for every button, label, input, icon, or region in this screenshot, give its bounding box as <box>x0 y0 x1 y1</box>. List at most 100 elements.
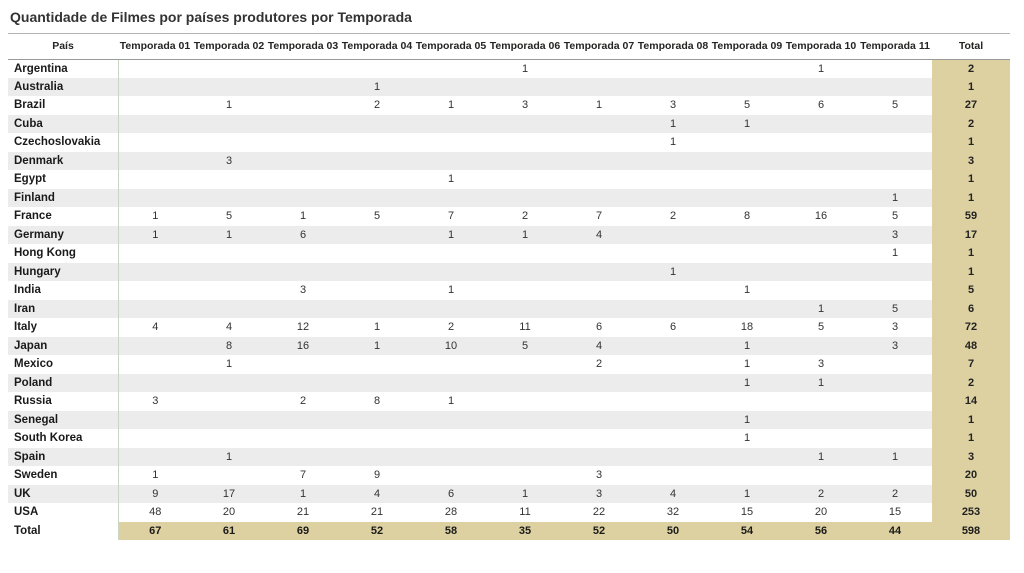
cell[interactable] <box>414 133 488 152</box>
cell[interactable]: 50 <box>636 521 710 540</box>
cell-total[interactable]: 27 <box>932 96 1010 115</box>
cell[interactable]: 1 <box>858 447 932 466</box>
table-row-india[interactable]: India 3 1 1 5 <box>8 281 1010 300</box>
column-header-temporada-08[interactable]: Temporada 08 <box>636 34 710 60</box>
cell[interactable] <box>266 151 340 170</box>
cell[interactable] <box>266 114 340 133</box>
column-header-temporada-07[interactable]: Temporada 07 <box>562 34 636 60</box>
cell[interactable] <box>636 410 710 429</box>
cell[interactable] <box>488 281 562 300</box>
column-header-temporada-03[interactable]: Temporada 03 <box>266 34 340 60</box>
cell-total[interactable]: 1 <box>932 170 1010 189</box>
cell[interactable] <box>784 188 858 207</box>
cell[interactable]: 1 <box>521 62 529 75</box>
cell[interactable]: 5 <box>817 321 825 334</box>
cell[interactable] <box>117 410 192 429</box>
cell[interactable] <box>858 281 932 300</box>
cell[interactable]: 15 <box>740 506 754 519</box>
cell[interactable]: 52 <box>340 521 414 540</box>
cell[interactable] <box>266 429 340 448</box>
cell[interactable] <box>117 170 192 189</box>
cell[interactable] <box>636 225 710 244</box>
cell[interactable] <box>858 355 932 374</box>
cell[interactable]: 3 <box>562 484 636 503</box>
cell[interactable]: 1 <box>743 284 751 297</box>
cell[interactable] <box>562 59 636 78</box>
cell[interactable] <box>117 96 192 115</box>
cell[interactable] <box>784 133 858 152</box>
table-row-czechoslovakia[interactable]: Czechoslovakia 1 1 <box>8 133 1010 152</box>
cell[interactable] <box>562 392 636 411</box>
cell[interactable] <box>784 336 858 355</box>
cell[interactable] <box>784 151 858 170</box>
row-header-finland[interactable]: Finland <box>8 188 118 207</box>
cell[interactable] <box>117 355 192 374</box>
row-header-senegal[interactable]: Senegal <box>8 410 118 429</box>
cell[interactable] <box>192 429 266 448</box>
row-header-russia[interactable]: Russia <box>14 395 52 408</box>
row-header-france[interactable]: France <box>14 210 52 223</box>
cell[interactable] <box>266 355 340 374</box>
cell[interactable] <box>488 299 562 318</box>
cell[interactable]: 1 <box>743 358 751 371</box>
cell[interactable] <box>340 447 414 466</box>
cell[interactable]: 4 <box>636 484 710 503</box>
cell[interactable]: 52 <box>562 521 636 540</box>
row-header-denmark[interactable]: Denmark <box>8 151 118 170</box>
cell[interactable] <box>266 170 340 189</box>
cell[interactable] <box>710 151 784 170</box>
cell[interactable]: 1 <box>117 207 192 226</box>
cell[interactable] <box>117 262 192 281</box>
cell[interactable] <box>636 336 710 355</box>
table-row-poland[interactable]: Poland 1 1 2 <box>8 373 1010 392</box>
cell[interactable]: 21 <box>370 506 384 519</box>
cell[interactable]: 1 <box>192 447 266 466</box>
cell[interactable] <box>636 447 710 466</box>
total-row-label[interactable]: Total <box>8 521 118 540</box>
cell[interactable] <box>414 447 488 466</box>
cell[interactable]: 1 <box>192 225 266 244</box>
cell[interactable] <box>562 244 636 263</box>
cell[interactable]: 3 <box>669 99 677 112</box>
cell[interactable]: 2 <box>784 484 858 503</box>
cell[interactable] <box>562 151 636 170</box>
cell[interactable] <box>784 281 858 300</box>
table-row-italy[interactable]: Italy 4 4 12 1 2 11 6 6 18 5 3 72 <box>8 318 1010 337</box>
cell[interactable]: 3 <box>521 99 529 112</box>
cell[interactable] <box>858 114 932 133</box>
cell[interactable] <box>117 133 192 152</box>
table-row-hungary[interactable]: Hungary 1 1 <box>8 262 1010 281</box>
cell[interactable]: 5 <box>858 299 932 318</box>
cell[interactable] <box>414 114 488 133</box>
cell[interactable] <box>636 299 710 318</box>
cell[interactable] <box>266 262 340 281</box>
table-row-france[interactable]: France 1 5 1 5 7 2 7 2 8 16 5 59 <box>8 207 1010 226</box>
cell[interactable]: 1 <box>299 210 307 223</box>
cell[interactable]: 1 <box>340 77 414 96</box>
cell-total[interactable]: 3 <box>932 447 1010 466</box>
cell[interactable]: 3 <box>858 225 932 244</box>
cell[interactable] <box>784 410 858 429</box>
cell[interactable]: 1 <box>636 262 710 281</box>
cell[interactable] <box>488 355 562 374</box>
cell[interactable] <box>340 188 414 207</box>
cell[interactable] <box>414 410 488 429</box>
cell[interactable]: 10 <box>414 336 488 355</box>
row-header-sweden[interactable]: Sweden <box>14 469 58 482</box>
table-row-sweden[interactable]: Sweden 1 7 9 3 20 <box>8 466 1010 485</box>
cell[interactable] <box>858 410 932 429</box>
column-header-temporada-06[interactable]: Temporada 06 <box>488 34 562 60</box>
row-header-czechoslovakia[interactable]: Czechoslovakia <box>14 136 101 149</box>
cell[interactable]: 1 <box>858 188 932 207</box>
cell[interactable]: 1 <box>817 62 825 75</box>
cell[interactable] <box>710 133 784 152</box>
cell[interactable] <box>562 188 636 207</box>
cell[interactable] <box>488 170 562 189</box>
cell[interactable]: 1 <box>340 336 414 355</box>
cell[interactable] <box>636 151 710 170</box>
cell[interactable]: 21 <box>296 506 310 519</box>
row-header-south-korea[interactable]: South Korea <box>14 432 83 445</box>
row-header-uk[interactable]: UK <box>8 484 118 503</box>
cell[interactable] <box>562 77 636 96</box>
cell-total[interactable]: 1 <box>932 410 1010 429</box>
